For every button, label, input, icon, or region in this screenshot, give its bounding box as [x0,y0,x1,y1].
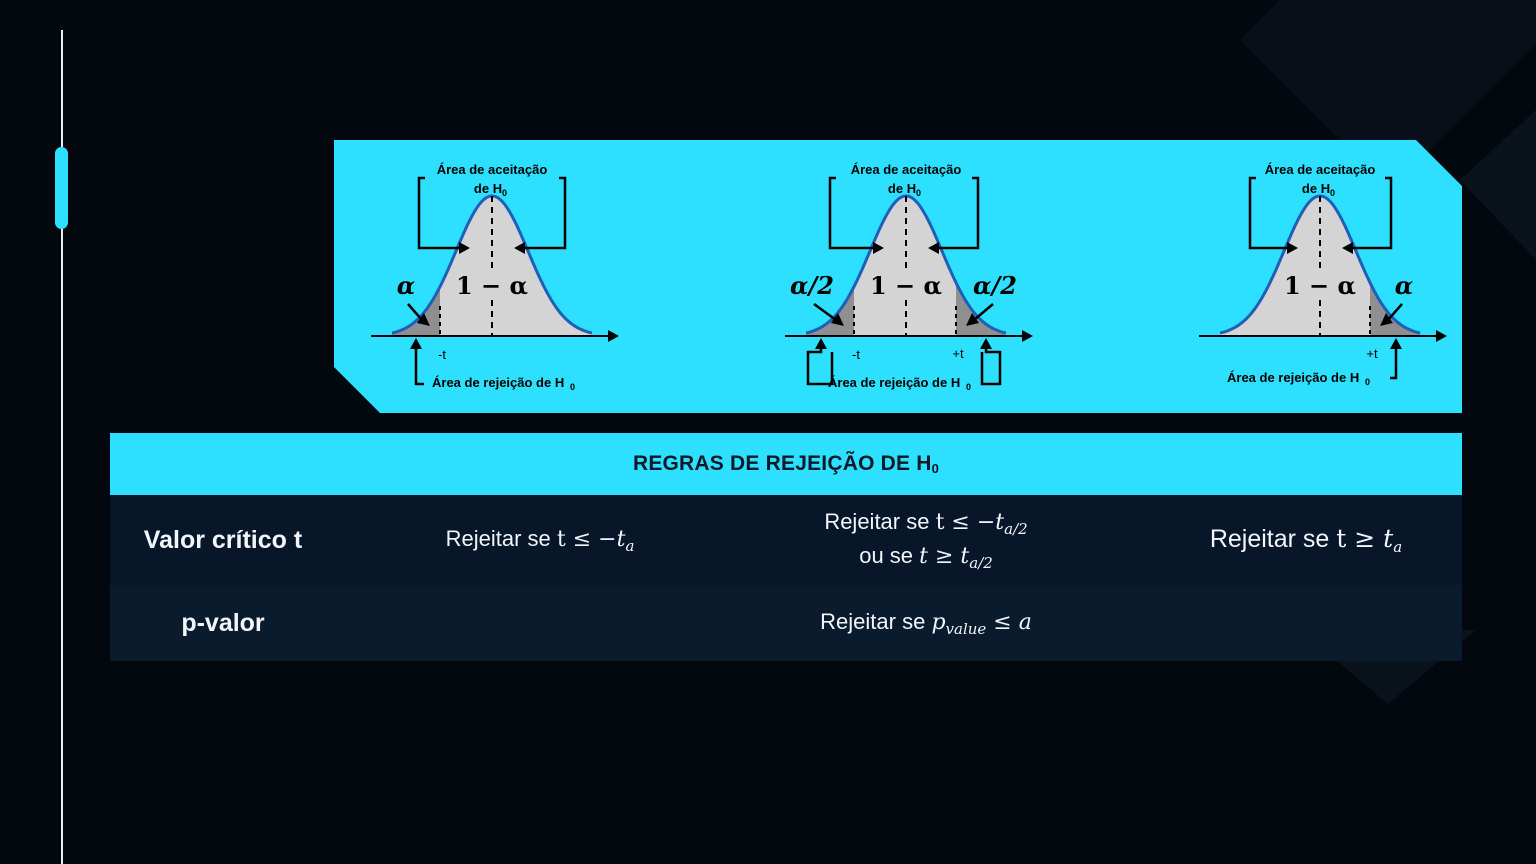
left-tail-acceptance-label-line2: de H [474,181,502,196]
right-tail-acceptance-label-line1: Área de aceitação [1265,162,1376,177]
left-tail-acceptance-bracket-left [419,178,460,248]
critical-value-label: Valor crítico t [110,495,336,585]
two-tail-x-axis-arrow [1022,330,1033,342]
rule-two-line2-expr: t [960,544,969,569]
right-tail-right-tail-label: α [1395,271,1413,300]
two-tail-center-label: 1 − α [870,271,942,300]
two-tail-rejection-label-sub: 0 [966,382,971,392]
right-tail-acceptance-bracket-left [1250,178,1288,248]
right-tail-center-label: 1 − α [1284,271,1356,300]
two-tail-left-tail-label: α/2 [790,271,834,300]
rule-right-expr: t [1383,524,1393,553]
p-value-row: p-valor Rejeitar se pvalue ≤ a [110,585,1462,661]
two-tail-acceptance-label-line1: Área de aceitação [851,162,962,177]
rule-left-tail: Rejeitar se t ≤ −ta [340,495,740,585]
right-tail-acceptance-area [1220,196,1370,336]
rule-two-line2-op: ≥ [928,544,960,569]
rule-right-sub: a [1393,538,1402,556]
rule-p-value: Rejeitar se pvalue ≤ a [630,585,1222,661]
two-tail-rejection-arrow-left [815,338,827,349]
left-tail-acceptance-bracket-right [524,178,565,248]
rule-p-op: ≤ [986,610,1018,635]
rule-p-prefix: Rejeitar se [820,609,931,634]
right-tail-right-tick-label: +t [1366,346,1378,361]
right-tail-x-axis-arrow [1436,330,1447,342]
right-tail-rejection-label-sub: 0 [1365,377,1370,387]
rule-p-rhs: a [1019,610,1032,635]
right-tail-rejection-label: Área de rejeição de H [1227,370,1359,385]
left-tail-rejection-bracket [416,345,424,384]
rule-left-sub: a [625,537,634,555]
rule-right-op: ≥ [1346,524,1383,553]
two-tail-rejection-label: Área de rejeição de H [828,375,960,390]
rule-left-op: ≤ [566,527,598,552]
rejection-rules-title-sub: 0 [932,461,939,476]
two-tail-right-tail-label: α/2 [973,271,1017,300]
two-tail-right-tail-pointer [974,304,993,320]
rule-left-var: t [557,527,566,552]
left-tail-rejection-label-sub: 0 [570,382,575,392]
rule-two-line1-sub: a/2 [1004,520,1028,538]
left-tail-acceptance-label-line1: Área de aceitação [437,162,548,177]
right-tail-acceptance-bracket-right [1352,178,1391,248]
critical-value-row: Valor crítico t Rejeitar se t ≤ −ta Reje… [110,495,1462,585]
rule-two-line1-op: ≤ [944,510,976,535]
two-tail-acceptance-label-line2: de H [888,181,916,196]
two-tail-left-tick-label: -t [852,347,860,362]
right-tail-acceptance-label-sub: 0 [1330,188,1335,198]
two-tail-rejection-bracket-right [982,345,1000,384]
left-tail-x-axis-arrow [608,330,619,342]
rule-p-sub: value [946,620,987,638]
rule-left-prefix: Rejeitar se [446,526,557,551]
rule-right-var: t [1336,524,1346,553]
two-tail-right-tick-label: +t [952,346,964,361]
p-value-label: p-valor [110,585,336,661]
rule-p-var: p [931,610,945,635]
slide-progress-marker [55,147,68,229]
rule-right-prefix: Rejeitar se [1210,525,1336,553]
left-tail-acceptance-area [440,196,592,336]
left-tail-rejection-label: Área de rejeição de H [432,375,564,390]
rule-two-line1-expr: −t [977,510,1004,535]
rule-two-tail: Rejeitar se t ≤ −ta/2 ou se t ≥ ta/2 [726,495,1126,585]
two-tail-acceptance-bracket-left [830,178,874,248]
rule-two-line1-prefix: Rejeitar se [824,509,935,534]
right-tail-rejection-arrow [1390,338,1402,349]
two-tail-acceptance-label-sub: 0 [916,188,921,198]
left-tail-acceptance-label-sub: 0 [502,188,507,198]
rule-two-line2-prefix: ou se [859,543,919,568]
left-tail-center-label: 1 − α [456,271,528,300]
rule-right-tail: Rejeitar se t ≥ ta [1126,495,1486,585]
left-tail-left-tick-label: -t [438,347,446,362]
rule-two-line2-var: t [919,544,928,569]
right-tail-right-tail-pointer [1388,304,1402,320]
left-tail-rejection-arrow [410,338,422,349]
two-tail-rejection-arrow-right [980,338,992,349]
right-tail-acceptance-label-line2: de H [1302,181,1330,196]
right-tail-rejection-bracket [1390,345,1396,378]
rule-left-expr: −t [598,527,625,552]
left-tail-left-tail-pointer [408,304,422,320]
two-tail-left-tail-pointer [814,304,836,320]
rejection-rules-title: REGRAS DE REJEIÇÃO DE H [633,452,932,476]
left-tail-left-tail-label: α [397,271,415,300]
two-tail-acceptance-bracket-right [938,178,978,248]
rule-two-line2-sub: a/2 [969,554,993,572]
